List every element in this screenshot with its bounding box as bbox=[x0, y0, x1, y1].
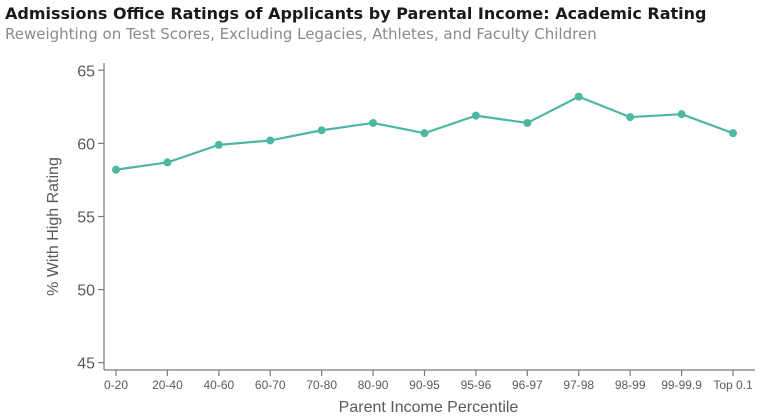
y-tick-label: 60 bbox=[77, 136, 95, 153]
x-axis-label: Parent Income Percentile bbox=[339, 399, 519, 416]
series-layer bbox=[112, 92, 737, 174]
y-tick-label: 45 bbox=[77, 356, 95, 373]
x-tick-label: 90-95 bbox=[409, 378, 440, 392]
data-point bbox=[420, 129, 429, 138]
x-tick-label: 80-90 bbox=[358, 378, 389, 392]
data-point bbox=[163, 158, 172, 167]
data-point bbox=[214, 140, 223, 149]
x-tick-label: 60-70 bbox=[255, 378, 286, 392]
data-point bbox=[523, 118, 532, 127]
y-tick-label: 50 bbox=[77, 283, 95, 300]
chart-title: Admissions Office Ratings of Applicants … bbox=[5, 4, 707, 23]
y-tick-label: 55 bbox=[77, 210, 95, 227]
data-point bbox=[369, 118, 378, 127]
data-point bbox=[677, 110, 686, 119]
x-tick-label: 96-97 bbox=[512, 378, 543, 392]
data-point bbox=[574, 92, 583, 101]
y-tick-label: 65 bbox=[77, 63, 95, 80]
y-axis-label: % With High Rating bbox=[45, 157, 62, 296]
y-axis: 45 50 55 60 65 bbox=[77, 63, 105, 373]
x-tick-label: 98-99 bbox=[615, 378, 646, 392]
x-tick-label: 97-98 bbox=[563, 378, 594, 392]
x-tick-label: 99-99.9 bbox=[661, 378, 702, 392]
data-point bbox=[266, 136, 275, 145]
chart-subtitle: Reweighting on Test Scores, Excluding Le… bbox=[5, 25, 597, 43]
data-point bbox=[729, 129, 737, 138]
x-tick-label: Top 0.1 bbox=[713, 378, 753, 392]
x-tick-label: 0-20 bbox=[104, 378, 128, 392]
x-tick-label: 20-40 bbox=[152, 378, 183, 392]
data-point bbox=[471, 111, 480, 120]
data-point bbox=[317, 126, 326, 135]
data-point bbox=[626, 113, 635, 122]
x-tick-label: 70-80 bbox=[306, 378, 337, 392]
x-tick-label: 40-60 bbox=[203, 378, 234, 392]
x-axis: 0-20 20-40 40-60 60-70 70-80 80-90 90-95 95-96 9… bbox=[104, 369, 755, 392]
x-tick-label: 95-96 bbox=[461, 378, 492, 392]
data-point bbox=[112, 165, 120, 174]
